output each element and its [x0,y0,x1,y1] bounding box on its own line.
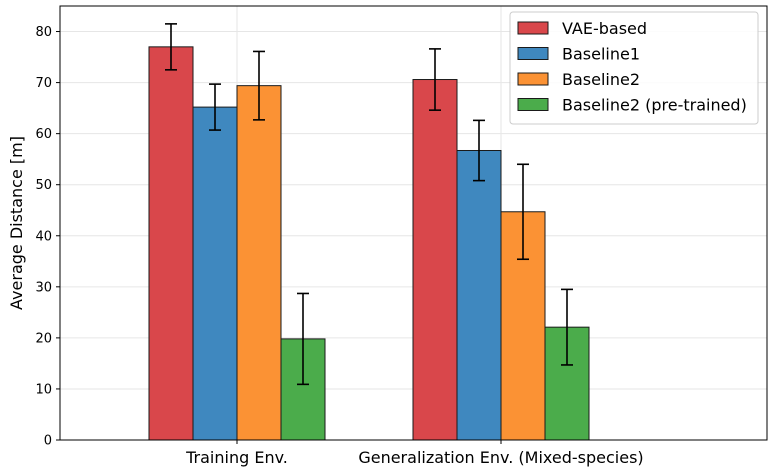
legend-swatch [517,98,549,111]
legend-swatch [517,21,549,35]
legend-label: Baseline2 [562,70,640,89]
y-tick-label: 30 [35,280,52,295]
legend-swatch [517,47,549,60]
y-tick-label: 0 [44,434,52,449]
error-bar [253,50,265,121]
bar-vae-based-0 [148,46,194,441]
error-bar [165,23,177,71]
x-axis-ticks: Training Env. Generalization Env. (Mixed-… [185,440,644,467]
legend-label: Baseline2 (pre-trained) [562,96,747,115]
y-tick-label: 20 [35,331,52,346]
y-tick-label: 80 [35,25,52,40]
error-bar [429,48,441,111]
y-axis-ticks: 0 10 20 30 40 50 60 70 80 [35,25,60,449]
bars [148,46,590,441]
error-bar [561,288,573,366]
legend-swatch [517,72,549,86]
bar-baseline1-0 [192,106,238,441]
y-axis-label: Average Distance [m] [7,136,26,310]
bar-baseline2-0 [236,85,282,441]
x-tick-label: Training Env. [185,448,288,467]
error-bar [209,83,221,131]
legend: VAE-based Baseline1 Baseline2 Baseline2 (pr… [509,11,759,125]
y-tick-label: 60 [35,127,52,142]
error-bar [517,163,529,261]
bar-vae-based-1 [412,79,458,441]
y-tick-label: 40 [35,229,52,244]
legend-box [509,11,759,125]
error-bar [473,119,485,182]
error-bars [165,23,573,386]
y-tick-label: 70 [35,76,52,91]
y-tick-label: 10 [35,382,52,397]
legend-label: VAE-based [562,19,647,38]
plot-frame [59,5,768,441]
y-tick-label: 50 [35,178,52,193]
bar-baseline1-1 [456,149,502,441]
x-tick-label: Generalization Env. (Mixed-species) [358,448,643,467]
legend-label: Baseline1 [562,45,640,64]
error-bar [297,292,309,386]
